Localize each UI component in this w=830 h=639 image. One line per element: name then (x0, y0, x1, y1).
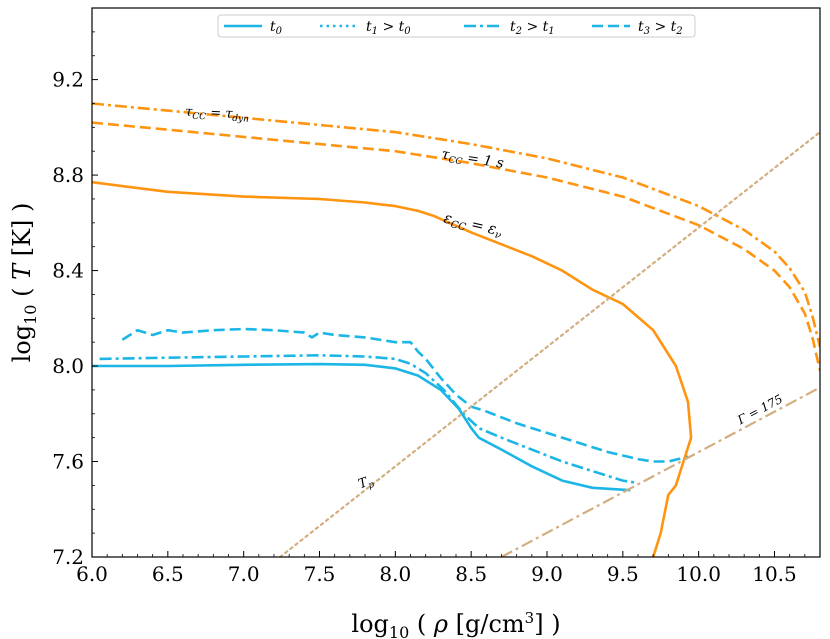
x-tick-label: 9.0 (531, 562, 563, 586)
x-tick-label: 9.5 (607, 562, 639, 586)
x-tick-label: 7.0 (228, 562, 260, 586)
series-cc-dyn (92, 102, 820, 348)
y-tick-label: 7.6 (52, 450, 84, 474)
series-t2-t1 (99, 354, 639, 485)
y-axis-title: log10 ( T [K] ) (8, 203, 40, 363)
y-tick-label: 8.4 (52, 259, 84, 283)
x-tick-label: 8.0 (379, 562, 411, 586)
series-cc-1-s (92, 121, 820, 372)
annotation-tp: Tp (356, 473, 376, 494)
legend: t0 t1 > t0 t2 > t1 t3 > t2 (217, 14, 696, 38)
annotation-tau-1s: τCC = 1 s (440, 146, 505, 174)
legend-entry-1: t1 > t0 (320, 19, 411, 37)
annotation-eps: εCC = εν (442, 209, 505, 242)
legend-entry-2: t2 > t1 (464, 19, 555, 37)
annotation-tau-dyn: τCC = τdyn (185, 104, 250, 124)
x-tick-label: 10.0 (676, 562, 721, 586)
annotation-gamma: Γ = 175 (734, 392, 785, 428)
x-tick-label: 10.5 (752, 562, 797, 586)
series-t3-t2 (121, 327, 689, 463)
series-175 (500, 386, 820, 557)
y-tick-label: 8.8 (52, 163, 84, 187)
legend-label: t1 > t0 (366, 19, 411, 37)
y-tick-label: 9.2 (52, 68, 84, 92)
x-tick-label: 6.5 (152, 562, 184, 586)
legend-entry-3: t3 > t2 (592, 19, 683, 37)
legend-box (217, 14, 696, 38)
y-tick-label: 8.0 (52, 354, 84, 378)
series-t-p (279, 131, 820, 557)
legend-label: t2 > t1 (510, 19, 555, 37)
x-tick-label: 8.5 (455, 562, 487, 586)
plot-frame (91, 7, 821, 558)
x-tick-label: 6.0 (76, 562, 108, 586)
y-tick-label: 7.2 (52, 545, 84, 569)
legend-label: t3 > t2 (638, 19, 683, 37)
series-cc (92, 180, 693, 557)
series-t0 (92, 362, 631, 492)
x-tick-label: 7.5 (304, 562, 336, 586)
x-axis-title: log10 ( ρ [g/cm3] ) (351, 609, 560, 639)
